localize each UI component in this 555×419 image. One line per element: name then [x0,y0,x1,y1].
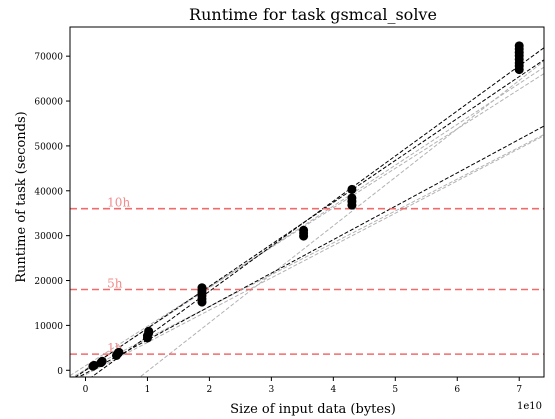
y-tick-label: 20000 [34,277,63,287]
axes: 0 1 2 3 4 5 6 7 0 10000 20000 30000 40000 50000 60000 7… [34,26,545,395]
y-tick-label: 60000 [34,98,63,108]
x-offset-text: 1e10 [517,401,542,412]
x-tick-label: 0 [83,385,89,395]
data-point [89,360,99,370]
fit-line-gray [73,66,544,377]
y-axis-label: Runtime of task (seconds) [14,111,29,282]
y-tick-label: 10000 [34,322,63,332]
fit-line-black [74,59,544,377]
x-tick-label: 3 [269,385,275,395]
threshold-label-10h: 10h [107,196,130,210]
y-tick-label: 30000 [34,232,63,242]
y-tick-label: 50000 [34,142,63,152]
x-tick-label: 7 [516,385,522,395]
y-tick-label: 70000 [34,53,63,63]
y-tick-label: 0 [57,367,63,377]
data-point [97,356,107,366]
x-tick-label: 1 [145,385,151,395]
fit-line-gray [70,73,544,377]
fit-line-black [90,47,544,377]
fit-line-black [77,125,544,377]
data-point [197,283,207,293]
chart-title: Runtime for task gsmcal_solve [189,5,437,24]
fit-line-gray [71,134,544,377]
y-tick-label: 40000 [34,187,63,197]
data-point [299,225,309,235]
fit-line-gray [139,60,544,377]
x-tick-label: 5 [392,385,398,395]
x-tick-label: 4 [330,385,336,395]
plot-frame [69,26,545,378]
x-tick-label: 2 [207,385,213,395]
data-point [144,326,154,336]
data-point [514,41,524,51]
x-axis-label: Size of input data (bytes) [230,402,396,417]
data-point [347,193,357,203]
fit-line-gray [80,135,544,377]
threshold-label-5h: 5h [107,277,123,291]
x-tick-label: 6 [454,385,460,395]
data-point [114,347,124,357]
data-point [347,184,357,194]
